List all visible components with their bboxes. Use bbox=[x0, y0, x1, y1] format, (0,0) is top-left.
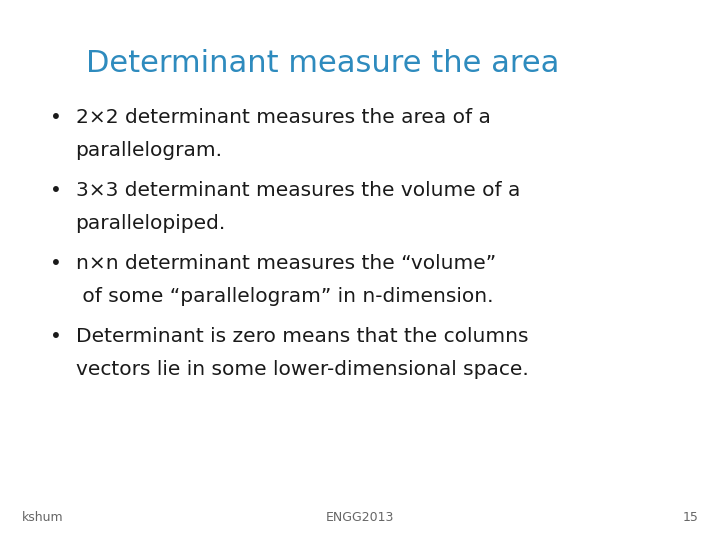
Text: •: • bbox=[50, 254, 62, 273]
Text: n×n determinant measures the “volume”: n×n determinant measures the “volume” bbox=[76, 254, 496, 273]
Text: Determinant measure the area: Determinant measure the area bbox=[86, 49, 559, 78]
Text: 2×2 determinant measures the area of a: 2×2 determinant measures the area of a bbox=[76, 108, 490, 127]
Text: •: • bbox=[50, 108, 62, 127]
Text: of some “parallelogram” in n-dimension.: of some “parallelogram” in n-dimension. bbox=[76, 287, 493, 306]
Text: kshum: kshum bbox=[22, 511, 63, 524]
Text: Determinant is zero means that the columns: Determinant is zero means that the colum… bbox=[76, 327, 528, 346]
Text: •: • bbox=[50, 181, 62, 200]
Text: 15: 15 bbox=[683, 511, 698, 524]
Text: 3×3 determinant measures the volume of a: 3×3 determinant measures the volume of a bbox=[76, 181, 520, 200]
Text: parallelopiped.: parallelopiped. bbox=[76, 214, 226, 233]
Text: vectors lie in some lower-dimensional space.: vectors lie in some lower-dimensional sp… bbox=[76, 360, 528, 379]
Text: ENGG2013: ENGG2013 bbox=[326, 511, 394, 524]
Text: parallelogram.: parallelogram. bbox=[76, 141, 222, 160]
Text: •: • bbox=[50, 327, 62, 346]
